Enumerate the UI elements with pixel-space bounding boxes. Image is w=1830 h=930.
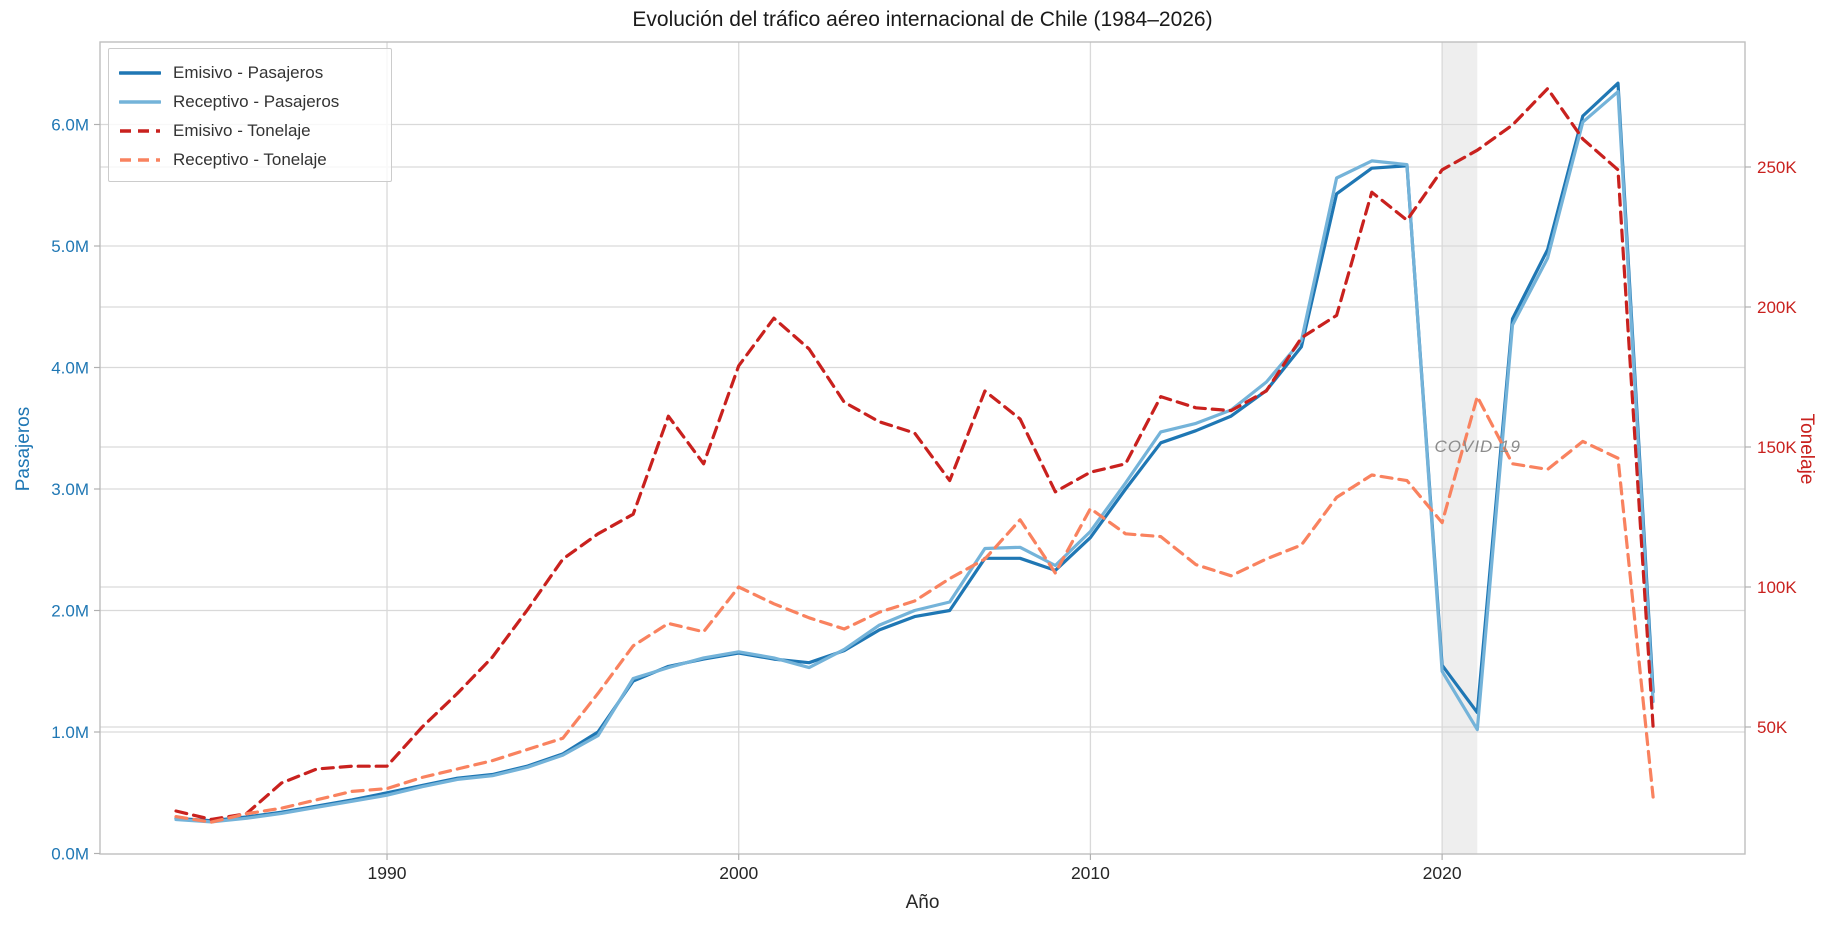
legend-label: Receptivo - Tonelaje xyxy=(173,149,327,169)
y-right-tick-label: 100K xyxy=(1757,578,1797,597)
legend-entry: Receptivo - Tonelaje xyxy=(119,145,381,174)
y-right-tick-label: 150K xyxy=(1757,438,1797,457)
y-left-tick-label: 0.0M xyxy=(51,845,89,864)
y-axis-label-right: Tonelaje xyxy=(1796,413,1817,485)
legend-entry: Emisivo - Pasajeros xyxy=(119,58,381,87)
y-left-tick-label: 2.0M xyxy=(51,602,89,621)
y-axis-label-left: Pasajeros xyxy=(13,406,34,492)
legend-entry: Receptivo - Pasajeros xyxy=(119,87,381,116)
series-line-receptivo-tonelaje xyxy=(174,395,1655,824)
legend-line-swatch-dashed xyxy=(120,128,160,133)
y-right-tick-label: 200K xyxy=(1757,298,1797,317)
legend-entry: Emisivo - Tonelaje xyxy=(119,116,381,145)
series-line-emisivo-tonelaje xyxy=(174,87,1655,821)
legend-label: Emisivo - Pasajeros xyxy=(173,62,324,82)
legend: Emisivo - Pasajeros Receptivo - Pasajero… xyxy=(108,48,392,182)
x-tick-label: 2000 xyxy=(719,863,758,883)
y-left-tick-label: 3.0M xyxy=(51,480,89,499)
series-line-receptivo-pasajeros xyxy=(174,90,1655,824)
covid-band-label: COVID-19 xyxy=(1434,437,1520,456)
legend-label: Receptivo - Pasajeros xyxy=(173,91,340,111)
legend-line-swatch-solid xyxy=(119,70,161,75)
legend-line-swatch-solid xyxy=(119,99,161,104)
y-right-tick-label: 250K xyxy=(1757,158,1797,177)
y-right-tick-label: 50K xyxy=(1757,718,1788,737)
y-left-tick-label: 6.0M xyxy=(51,116,89,135)
y-left-tick-label: 4.0M xyxy=(51,359,89,378)
x-tick-label: 1990 xyxy=(368,863,407,883)
x-tick-label: 2010 xyxy=(1071,863,1110,883)
legend-label: Emisivo - Tonelaje xyxy=(173,120,311,140)
x-axis-label: Año xyxy=(905,892,940,913)
plot-border xyxy=(99,41,1746,855)
legend-line-swatch-dashed xyxy=(120,157,160,162)
y-left-tick-label: 1.0M xyxy=(51,723,89,742)
chart-title: Evolución del tráfico aéreo internaciona… xyxy=(632,8,1213,31)
x-tick-label: 2020 xyxy=(1423,863,1462,883)
y-left-tick-label: 5.0M xyxy=(51,237,89,256)
